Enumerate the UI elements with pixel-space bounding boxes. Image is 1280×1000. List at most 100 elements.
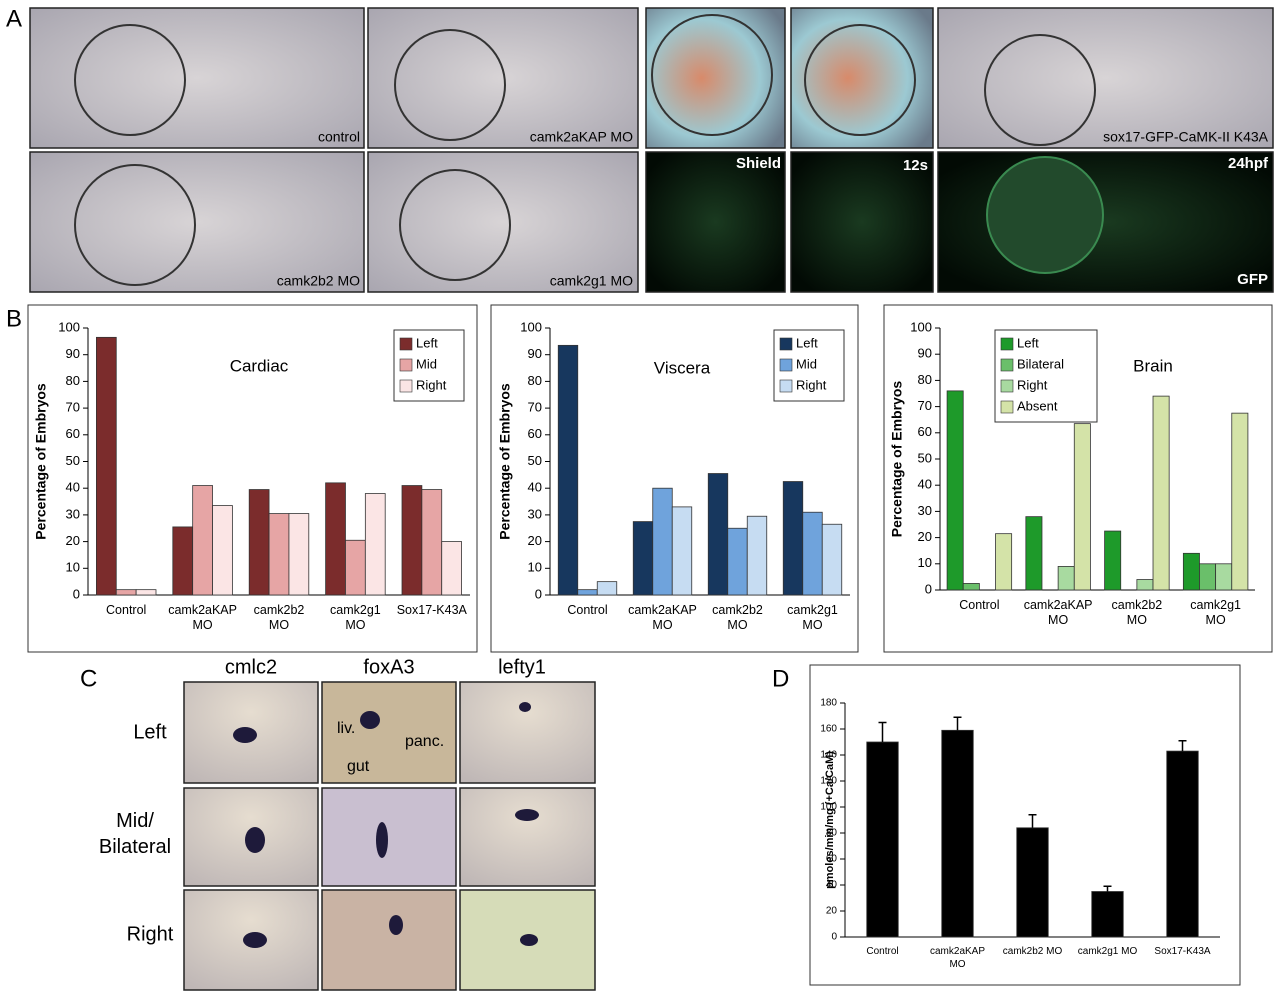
stain — [245, 827, 265, 853]
x-tick-label: Control — [866, 946, 899, 957]
x-tick-label: camk2aKAP MO — [168, 603, 237, 632]
legend-label: Absent — [1017, 398, 1058, 413]
bar — [135, 589, 157, 596]
bar — [96, 336, 117, 596]
image-label: camk2g1 MO — [550, 273, 633, 289]
panel-label: D — [772, 665, 789, 692]
legend-label: Right — [796, 377, 827, 392]
bar — [1152, 395, 1170, 591]
legend-swatch — [399, 358, 413, 372]
embryo-image — [29, 7, 365, 149]
x-tick-label: camk2aKAP MO — [1023, 598, 1093, 627]
yolk — [984, 34, 1096, 146]
bar — [345, 539, 366, 596]
bar — [671, 506, 693, 596]
yolk — [651, 14, 773, 136]
bar — [1136, 579, 1154, 591]
label-box: camk2aKAP MO — [168, 603, 237, 632]
label-box: camk2aKAP MO — [628, 603, 697, 632]
bar — [782, 481, 804, 596]
bar — [596, 581, 618, 596]
legend-swatch — [399, 379, 413, 393]
stain — [519, 702, 531, 712]
column-label: foxA3 — [363, 656, 414, 678]
y-tick-label: 60 — [826, 854, 838, 865]
column-label: lefty1 — [498, 656, 546, 678]
panel-label: C — [80, 665, 97, 692]
legend-label: Left — [1017, 335, 1039, 350]
bar — [248, 489, 270, 596]
error-bar — [953, 716, 962, 731]
legend-label: Right — [1017, 377, 1048, 392]
embryo-image — [29, 151, 365, 293]
ish-image — [321, 889, 457, 991]
bar — [212, 505, 233, 596]
yolk — [74, 24, 186, 136]
label-box: camk2g1 MO — [1190, 598, 1241, 627]
ish-image — [321, 681, 457, 784]
error-bar — [878, 721, 887, 742]
panel-frame — [490, 304, 859, 653]
bar — [288, 513, 310, 596]
x-tick-label: camk2b2 MO — [1111, 598, 1163, 627]
bar — [1016, 827, 1049, 938]
legend-label: Left — [796, 335, 818, 350]
bar — [557, 344, 579, 596]
y-tick-label: 40 — [918, 477, 932, 492]
chart-title: Brain — [1133, 356, 1173, 375]
stage-label: 24hpf — [1228, 155, 1269, 172]
legend-swatch — [1000, 358, 1014, 372]
y-tick-label: 80 — [918, 372, 932, 387]
bar — [1215, 563, 1233, 591]
y-axis-title: Percentage of Embryos — [33, 383, 49, 540]
label-box: camk2g1 MO — [1077, 946, 1138, 957]
bar — [577, 589, 598, 596]
fluorescence-image — [645, 151, 786, 293]
y-tick-label: 50 — [66, 453, 80, 468]
chart-title: Viscera — [654, 358, 711, 377]
label-box: Control — [567, 603, 607, 617]
legend-swatch — [1000, 400, 1014, 414]
stage-label: GFP — [1237, 271, 1268, 288]
y-axis-title: pmoles/min/mg (+Ca/CaM) — [824, 751, 836, 889]
annotation: gut — [347, 758, 370, 775]
y-tick-label: 60 — [918, 424, 932, 439]
legend-swatch — [779, 379, 793, 393]
panel-frame — [883, 304, 1273, 653]
x-tick-label: camk2g1 MO — [1077, 946, 1138, 957]
x-tick-label: camk2g1 MO — [1190, 598, 1241, 627]
bar — [652, 487, 673, 596]
panel-label: B — [6, 305, 22, 332]
bar — [866, 741, 899, 938]
bar — [401, 485, 423, 596]
error-bar — [1178, 739, 1187, 752]
label-box: camk2g1 MO — [787, 603, 838, 632]
y-tick-label: 20 — [918, 529, 932, 544]
label-box: Sox17-K43A — [1154, 946, 1210, 957]
y-tick-label: 100 — [58, 319, 80, 334]
x-tick-label: camk2g1 MO — [330, 603, 381, 632]
y-tick-label: 20 — [528, 533, 542, 548]
legend-swatch — [779, 358, 793, 372]
label-box: Control — [959, 598, 999, 612]
embryo-image — [367, 7, 639, 149]
y-tick-label: 40 — [528, 480, 542, 495]
label-box: camk2aKAP MO — [1023, 598, 1093, 627]
legend-swatch — [1000, 337, 1014, 351]
column-label: cmlc2 — [225, 656, 277, 678]
bar — [1182, 552, 1200, 591]
y-tick-label: 120 — [820, 776, 837, 787]
row-label-box: Mid/ Bilateral — [99, 810, 171, 858]
y-tick-label: 180 — [820, 698, 837, 709]
bar — [632, 521, 654, 596]
label-box: Control — [866, 946, 899, 957]
panel-frame — [809, 664, 1241, 986]
annotation: liv. — [337, 720, 355, 737]
stage-label: 12s — [903, 157, 928, 174]
bar — [746, 515, 768, 596]
bar — [707, 473, 729, 596]
y-tick-label: 10 — [918, 555, 932, 570]
ish-image — [459, 681, 596, 784]
bar — [172, 526, 194, 596]
bar — [325, 482, 346, 596]
